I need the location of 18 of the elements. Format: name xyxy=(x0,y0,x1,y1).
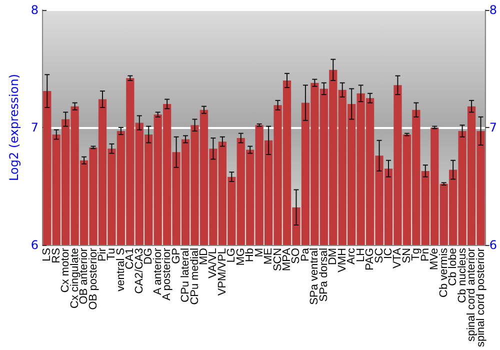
y-tick-label: 8 xyxy=(30,3,39,17)
y-axis-title: Log2 (expression) xyxy=(7,74,21,181)
x-tick-label: MVe xyxy=(428,248,441,270)
y-tick-label: 7 xyxy=(30,120,39,134)
y2-tick-label: 6 xyxy=(489,238,498,252)
y-tick-label: 6 xyxy=(30,238,39,252)
x-tick-label: CPu medial xyxy=(188,248,201,305)
y2-tick-label: 7 xyxy=(489,120,498,134)
y2-tick-label: 8 xyxy=(489,3,498,17)
x-tick-label: IC xyxy=(382,248,394,259)
x-tick-label: RS xyxy=(50,248,62,264)
x-tick-label: Pir xyxy=(96,248,108,262)
x-tick-label: SN xyxy=(400,248,413,264)
x-tick-label: Arc xyxy=(346,247,358,264)
x-tick-label: VPM/VPL xyxy=(216,248,228,296)
x-tick-label: SCN xyxy=(272,248,284,272)
x-tick-label: Tg xyxy=(410,248,422,261)
x-tick-label: SPa dorsal xyxy=(318,248,330,302)
